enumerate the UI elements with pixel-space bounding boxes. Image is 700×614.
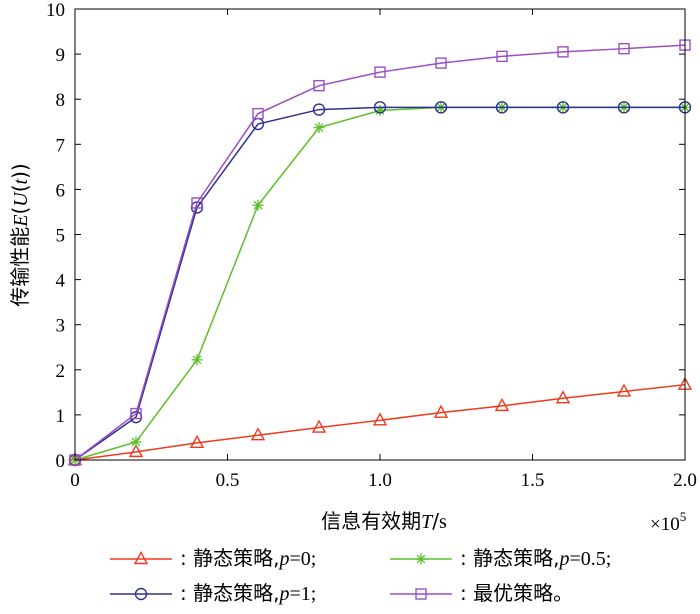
series-1-point-3 [252,199,264,211]
x-tick-label-0: 0 [70,470,80,491]
series-2 [68,101,692,467]
legend-item-2-marker [134,587,148,601]
legend-item-0-marker [133,551,149,565]
series-0-point-2 [189,434,205,449]
plot-area [67,39,693,467]
series-0-point-3 [250,427,266,441]
series-0-point-7 [494,397,510,412]
y-tick-label-7: 7 [56,135,66,156]
legend-item-3-marker [415,588,427,600]
series-3-point-9 [618,42,630,55]
legend-item-1-label: : 静态策略,p=0.5; [460,546,611,570]
legend-item-0: : 静态策略,p=0; [110,546,316,570]
y-tick-label-2: 2 [56,361,66,382]
x-tick-label-3: 1.5 [521,470,545,491]
legend: : 静态策略,p=0; : 静态策略,p=0.5; : 静态策略,p=1; : 最优策… [110,546,611,605]
series-0-point-8 [555,390,571,404]
y-tick-label-4: 4 [56,271,66,292]
y-tick-label-10: 10 [46,0,65,21]
series-0-line [74,383,686,461]
y-axis-label: 传输性能E(U(t)) [8,163,32,306]
series-0 [67,376,693,466]
y-tick-label-9: 9 [56,45,66,66]
series-2-point-9 [617,101,631,114]
series-1-line [74,106,685,461]
legend-item-1: : 静态策略,p=0.5; [390,546,611,570]
x-axis-multiplier-exponent: 5 [680,509,687,524]
series-2-point-8 [556,101,570,114]
series-2-point-4 [312,103,326,116]
x-axis-multiplier: ×105 [650,509,686,535]
series-3 [69,39,691,466]
legend-item-2-label: : 静态策略,p=1; [180,581,316,605]
y-tick-label-3: 3 [56,316,66,337]
series-0-point-1 [128,443,144,458]
legend-item-3: : 最优策略。 [390,581,573,605]
series-3-point-7 [496,50,508,63]
legend-item-2: : 静态策略,p=1; [110,581,316,605]
y-tick-label-1: 1 [56,406,66,427]
y-tick-label-0: 0 [56,451,66,472]
series-0-point-6 [433,404,449,418]
y-tick-label-6: 6 [56,180,66,201]
series-3-point-8 [557,46,569,58]
series-2-point-7 [495,101,509,114]
series-3-point-2 [191,197,203,209]
series-3-line [74,44,686,461]
series-3-point-3 [252,107,264,120]
axes: 0 0.5 1.0 1.5 2.0 0 1 2 3 4 5 6 7 8 9 10 [46,0,697,491]
x-tick-label-4: 2.0 [673,470,697,491]
series-3-point-4 [313,79,325,92]
legend-item-0-label: : 静态策略,p=0; [180,546,316,570]
series-1-point-2 [191,354,203,366]
series-2-point-5 [373,101,387,114]
y-tick-label-8: 8 [56,90,66,111]
series-2-line [74,106,685,461]
series-3-point-6 [435,57,447,69]
series-2-point-6 [434,101,448,114]
series-3-point-5 [374,66,386,78]
x-tick-label-1: 0.5 [216,470,240,491]
series-1-point-1 [130,436,142,448]
series-0-point-4 [311,419,327,433]
x-axis-label: 信息有效期T/s [321,509,447,533]
series-0-point-9 [616,383,632,397]
series-3-point-1 [130,407,142,420]
series-1 [69,101,691,466]
series-0-point-5 [372,412,388,426]
y-tick-label-5: 5 [56,226,66,247]
legend-item-1-marker [415,553,427,565]
series-1-point-4 [313,122,325,134]
legend-item-3-label: : 最优策略。 [460,581,573,605]
x-tick-label-2: 1.0 [368,470,392,491]
